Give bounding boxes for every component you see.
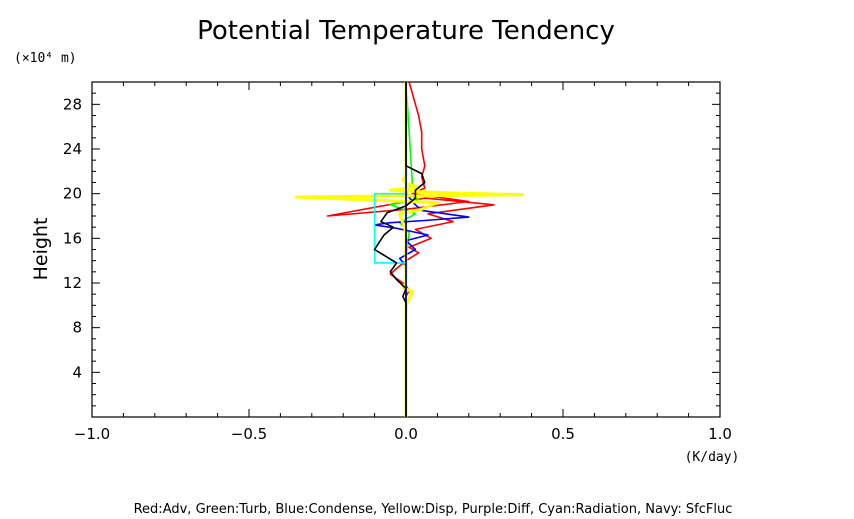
series-line-adv xyxy=(326,81,495,412)
x-tick-label: −0.5 xyxy=(231,425,267,443)
y-tick-label: 4 xyxy=(72,363,82,381)
plot-area: −1.0 −0.5 0.0 0.5 1.0 4 8 12 16 20 24 28 xyxy=(63,81,732,443)
y-tick-label: 8 xyxy=(72,319,82,337)
x-unit-label: (K/day) xyxy=(685,450,740,465)
x-tick-label: 0.0 xyxy=(394,425,418,443)
y-tick-label: 12 xyxy=(63,274,82,292)
y-tick-label: 16 xyxy=(63,229,82,247)
x-tick-label: 1.0 xyxy=(708,425,732,443)
y-unit-label: (×10⁴ m) xyxy=(14,51,77,66)
y-tick-label: 20 xyxy=(63,185,82,203)
y-tick-label: 28 xyxy=(63,95,82,113)
legend-footer: Red:Adv, Green:Turb, Blue:Condense, Yell… xyxy=(134,502,733,517)
x-tick-label: −1.0 xyxy=(74,425,110,443)
y-tick-label: 24 xyxy=(63,140,82,158)
chart-title: Potential Temperature Tendency xyxy=(197,16,615,46)
series-line-total xyxy=(373,82,426,417)
x-tick-label: 0.5 xyxy=(551,425,575,443)
y-axis-label: Height xyxy=(30,218,52,281)
